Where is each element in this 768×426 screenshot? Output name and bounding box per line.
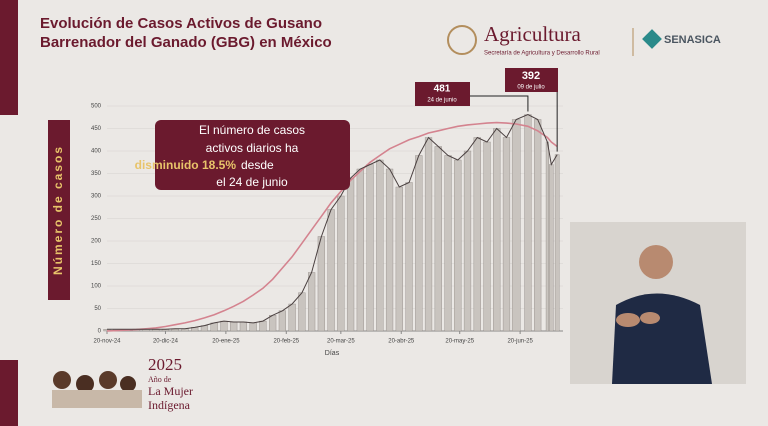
bar — [288, 303, 296, 332]
y-tick-label: 400 — [91, 149, 102, 155]
y-tick-label: 150 — [91, 261, 102, 267]
series-line — [107, 114, 558, 330]
y-tick-label: 450 — [91, 126, 102, 132]
footer-illustration — [52, 371, 142, 408]
bar — [454, 159, 462, 332]
bar — [278, 310, 286, 332]
bar — [239, 321, 248, 332]
callout-arrow — [470, 95, 529, 112]
y-axis-title: Número de casos — [51, 145, 65, 275]
note: El número de casos — [199, 123, 305, 137]
x-tick-label: 20-abr-25 — [388, 339, 415, 345]
x-axis-title: Días — [325, 350, 340, 357]
bar — [376, 159, 384, 332]
footer-text: La Mujer — [148, 384, 193, 398]
bar — [554, 154, 560, 332]
bar — [444, 155, 452, 332]
note: desde — [241, 158, 274, 172]
callout-value: 481 — [434, 84, 451, 95]
y-tick-label: 50 — [94, 306, 101, 312]
note: el 24 de junio — [216, 175, 288, 189]
x-tick-label: 20-ene-25 — [212, 339, 240, 345]
bar — [317, 236, 325, 332]
emblem — [447, 25, 477, 55]
callout-date: 24 de junio — [427, 98, 457, 104]
y-label-box — [48, 120, 70, 300]
x-tick-label: 20-may-25 — [445, 339, 474, 345]
note-highlight: disminuido 18.5% — [135, 158, 237, 172]
x-tick-label: 20-feb-25 — [273, 339, 299, 345]
callout-box — [415, 82, 470, 106]
note-box — [155, 120, 350, 190]
ministry: Secretaría de Agricultura y Desarrollo R… — [484, 51, 600, 57]
y-tick-label: 200 — [91, 239, 102, 245]
y-tick-label: 100 — [91, 284, 102, 290]
bar — [327, 209, 335, 332]
trend-line — [106, 121, 558, 332]
y-tick-label: 250 — [91, 216, 102, 222]
x-tick-label: 20-dic-24 — [153, 339, 179, 345]
bar — [249, 322, 257, 332]
bar — [405, 182, 413, 332]
bar — [534, 119, 542, 332]
bar — [511, 119, 521, 332]
bar — [549, 164, 554, 332]
x-tick-label: 20-jun-25 — [507, 339, 533, 345]
bar — [210, 322, 218, 332]
bar — [524, 114, 532, 332]
side-strip — [0, 0, 18, 115]
bar — [545, 141, 549, 332]
y-tick-label: 300 — [91, 194, 102, 200]
bar — [502, 137, 511, 332]
bar — [366, 164, 374, 332]
callout-value: 392 — [522, 70, 540, 82]
interpreter-video — [570, 222, 746, 384]
bar — [356, 168, 364, 332]
agency: SENASICA — [664, 34, 721, 46]
bar — [298, 292, 306, 332]
x-tick-label: 20-nov-24 — [93, 339, 121, 345]
bar — [483, 141, 491, 332]
bar — [415, 155, 423, 332]
bar — [220, 320, 228, 332]
bar — [337, 195, 345, 332]
y-tick-label: 0 — [98, 329, 102, 335]
bar — [493, 128, 501, 332]
bar — [269, 315, 277, 332]
footer-year: 2025 — [148, 355, 182, 374]
footer-text: Indígena — [148, 398, 191, 412]
y-tick-label: 350 — [91, 171, 102, 177]
bar — [346, 177, 355, 332]
title: Barrenador del Ganado (GBG) en México — [40, 34, 332, 51]
plot: 0 50 100 150 200 250 300 350 400 450 500 20-nov-24 2… — [91, 92, 563, 345]
bar — [434, 146, 442, 332]
note: activos diarios ha — [206, 141, 299, 155]
footer-text: Año de — [148, 375, 172, 384]
bar — [230, 321, 238, 332]
bar — [385, 168, 394, 332]
bar — [395, 186, 403, 332]
callout-date: 09 de julio — [517, 85, 545, 91]
title: Evolución de Casos Activos de Gusano — [40, 15, 322, 32]
bar — [259, 320, 267, 332]
brand: Agricultura — [484, 22, 581, 46]
bar — [473, 137, 481, 332]
bar — [308, 272, 316, 332]
y-tick-label: 500 — [91, 104, 102, 110]
x-tick-label: 20-mar-25 — [327, 339, 355, 345]
bar — [424, 137, 433, 332]
side-strip — [0, 360, 18, 426]
callout-box — [505, 68, 558, 92]
bar — [463, 150, 472, 332]
